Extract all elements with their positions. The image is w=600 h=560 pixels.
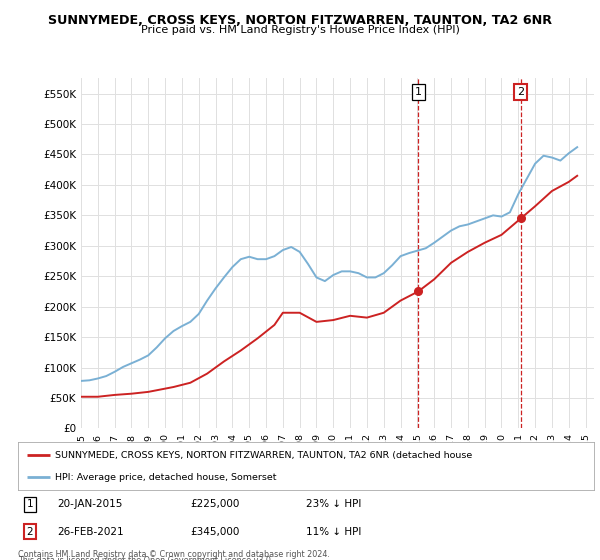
Text: £225,000: £225,000 [191,500,240,509]
Text: 26-FEB-2021: 26-FEB-2021 [57,527,124,536]
Text: 2: 2 [26,527,33,536]
Text: SUNNYMEDE, CROSS KEYS, NORTON FITZWARREN, TAUNTON, TA2 6NR (detached house: SUNNYMEDE, CROSS KEYS, NORTON FITZWARREN… [55,451,473,460]
Text: £345,000: £345,000 [191,527,240,536]
Text: 1: 1 [415,87,422,97]
Text: 2: 2 [517,87,524,97]
Text: This data is licensed under the Open Government Licence v3.0.: This data is licensed under the Open Gov… [18,556,274,560]
Text: 20-JAN-2015: 20-JAN-2015 [57,500,122,509]
Text: Contains HM Land Registry data © Crown copyright and database right 2024.: Contains HM Land Registry data © Crown c… [18,550,330,559]
Text: SUNNYMEDE, CROSS KEYS, NORTON FITZWARREN, TAUNTON, TA2 6NR: SUNNYMEDE, CROSS KEYS, NORTON FITZWARREN… [48,14,552,27]
Text: HPI: Average price, detached house, Somerset: HPI: Average price, detached house, Some… [55,473,277,482]
Text: 1: 1 [26,500,33,509]
Text: 23% ↓ HPI: 23% ↓ HPI [306,500,361,509]
Text: Price paid vs. HM Land Registry's House Price Index (HPI): Price paid vs. HM Land Registry's House … [140,25,460,35]
Text: 11% ↓ HPI: 11% ↓ HPI [306,527,361,536]
